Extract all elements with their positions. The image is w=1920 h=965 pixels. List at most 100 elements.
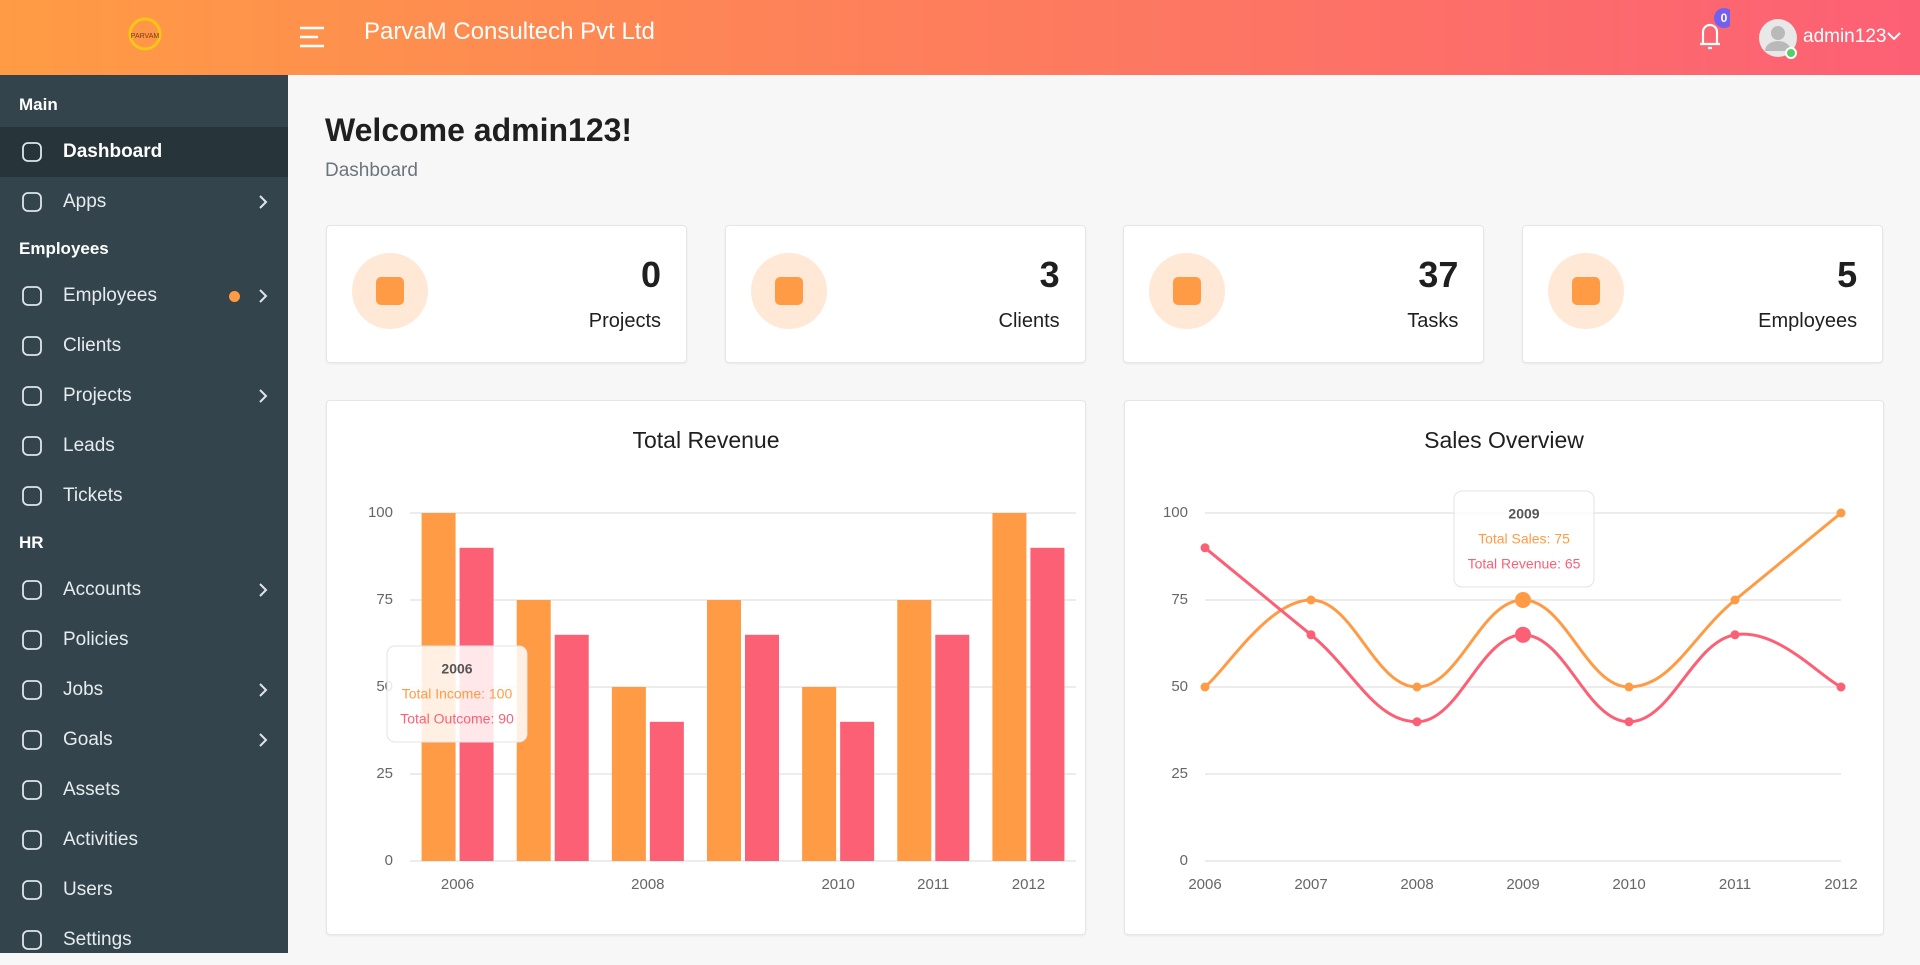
icon-shape bbox=[22, 192, 42, 212]
nav-icon bbox=[22, 486, 42, 506]
icon-shape bbox=[22, 680, 42, 700]
nav-item[interactable]: Settings bbox=[0, 915, 288, 965]
nav-dot bbox=[229, 291, 240, 302]
tooltip-box bbox=[1453, 490, 1595, 588]
section-title: Employees bbox=[19, 239, 109, 258]
icon-shape bbox=[22, 630, 42, 650]
x-tick-label: 2006 bbox=[441, 876, 474, 893]
point bbox=[1412, 717, 1422, 727]
status-dot bbox=[1785, 47, 1797, 59]
nav-icon bbox=[22, 880, 42, 900]
chart-title: Sales Overview bbox=[1424, 427, 1584, 453]
tooltip: 2009 Total Sales: 75 Total Revenue: 65 bbox=[1453, 490, 1595, 588]
y-tick-label: 0 bbox=[1180, 852, 1188, 869]
nav-label: Accounts bbox=[63, 579, 142, 600]
icon-glyph bbox=[1572, 277, 1601, 305]
nav-item[interactable]: Goals bbox=[0, 715, 288, 765]
menu-toggle[interactable] bbox=[298, 24, 328, 50]
x-tick-label: 2008 bbox=[1400, 876, 1433, 893]
chart-card: Sales Overview 0 25 50 75 100 2006 2007 2008 2009… bbox=[1124, 400, 1884, 935]
badge-count: 0 bbox=[1721, 11, 1728, 25]
submenu-arrow bbox=[259, 583, 268, 597]
nav-label: Projects bbox=[63, 385, 132, 406]
x-tick-label: 2009 bbox=[1506, 876, 1539, 893]
nav-item[interactable]: Assets bbox=[0, 765, 288, 815]
nav-item[interactable]: Leads bbox=[0, 421, 288, 471]
chart: Sales Overview 0 25 50 75 100 2006 2007 2008 2009… bbox=[1163, 427, 1858, 893]
bar bbox=[802, 687, 837, 861]
arrow bbox=[259, 195, 268, 209]
nav-item[interactable]: Tickets bbox=[0, 471, 288, 521]
nav-item[interactable]: Apps bbox=[0, 177, 288, 227]
avatar[interactable] bbox=[1758, 18, 1802, 62]
stat-value: 37 bbox=[1418, 254, 1459, 295]
bar bbox=[840, 721, 875, 861]
nav-icon bbox=[22, 142, 42, 162]
stat-label: Employees bbox=[1758, 310, 1858, 332]
x-tick-label: 2011 bbox=[917, 876, 949, 893]
bar bbox=[935, 634, 970, 861]
nav-label: Users bbox=[63, 879, 113, 900]
nav-item[interactable]: Employees bbox=[0, 271, 288, 321]
bar bbox=[1030, 547, 1065, 861]
nav-item[interactable]: Dashboard bbox=[0, 127, 288, 177]
nav-icon bbox=[22, 730, 42, 750]
logo-text: PARVAM bbox=[131, 33, 160, 40]
bar bbox=[992, 513, 1027, 861]
tooltip-line: Total Outcome: 90 bbox=[400, 711, 514, 727]
point bbox=[1730, 595, 1740, 605]
nav-icon bbox=[22, 336, 42, 356]
icon-glyph bbox=[774, 277, 803, 305]
nav-item[interactable]: Jobs bbox=[0, 665, 288, 715]
nav-item[interactable]: Users bbox=[0, 865, 288, 915]
nav-icon bbox=[22, 436, 42, 456]
point bbox=[1515, 592, 1531, 608]
nav-item[interactable]: Clients bbox=[0, 321, 288, 371]
nav-icon bbox=[22, 780, 42, 800]
nav-label: Employees bbox=[63, 285, 157, 306]
stat-icon bbox=[1548, 253, 1625, 329]
notifications[interactable]: 0 bbox=[1690, 8, 1730, 53]
y-tick-label: 25 bbox=[376, 765, 393, 782]
icon-shape bbox=[22, 930, 42, 950]
nav-icon bbox=[22, 580, 42, 600]
arrow bbox=[259, 389, 268, 403]
icon-shape bbox=[22, 486, 42, 506]
arrow bbox=[259, 583, 268, 597]
nav-icon bbox=[22, 830, 42, 850]
nav-label: Clients bbox=[63, 335, 122, 356]
chart-card: Total Revenue 0 25 50 75 100 2006 2008 2010 2011 2… bbox=[326, 400, 1086, 935]
x-tick-label: 2010 bbox=[1612, 876, 1645, 893]
arrow bbox=[259, 289, 268, 303]
user-name[interactable]: admin123 bbox=[1803, 26, 1887, 47]
stat-icon bbox=[1149, 253, 1226, 329]
stat-value: 3 bbox=[1039, 254, 1060, 295]
tooltip-title: 2006 bbox=[441, 661, 472, 677]
icon-shape bbox=[22, 336, 42, 356]
bar bbox=[611, 687, 646, 861]
tooltip-line: Total Sales: 75 bbox=[1478, 531, 1570, 547]
point bbox=[1836, 682, 1846, 692]
nav-label: Policies bbox=[63, 629, 129, 650]
x-tick-label: 2008 bbox=[631, 876, 664, 893]
nav-item[interactable]: Projects bbox=[0, 371, 288, 421]
bell-icon bbox=[1700, 23, 1720, 50]
stat-icon bbox=[750, 253, 827, 329]
nav-item[interactable]: Activities bbox=[0, 815, 288, 865]
bar bbox=[649, 721, 684, 861]
submenu-arrow bbox=[259, 195, 268, 209]
section-title: Main bbox=[19, 95, 58, 114]
stat-card: 37 Tasks bbox=[1123, 225, 1485, 363]
header: PARVAM ParvaM Consultech Pvt Ltd 0 admin… bbox=[0, 0, 1920, 75]
chart-title: Total Revenue bbox=[632, 427, 779, 453]
nav-label: Leads bbox=[63, 435, 115, 456]
point bbox=[1306, 630, 1316, 640]
section-title: HR bbox=[19, 533, 44, 552]
nav-item[interactable]: Policies bbox=[0, 615, 288, 665]
nav-item[interactable]: Accounts bbox=[0, 565, 288, 615]
icon-shape bbox=[22, 880, 42, 900]
submenu-arrow bbox=[259, 683, 268, 697]
icon-glyph bbox=[376, 277, 404, 305]
bar bbox=[745, 634, 779, 861]
